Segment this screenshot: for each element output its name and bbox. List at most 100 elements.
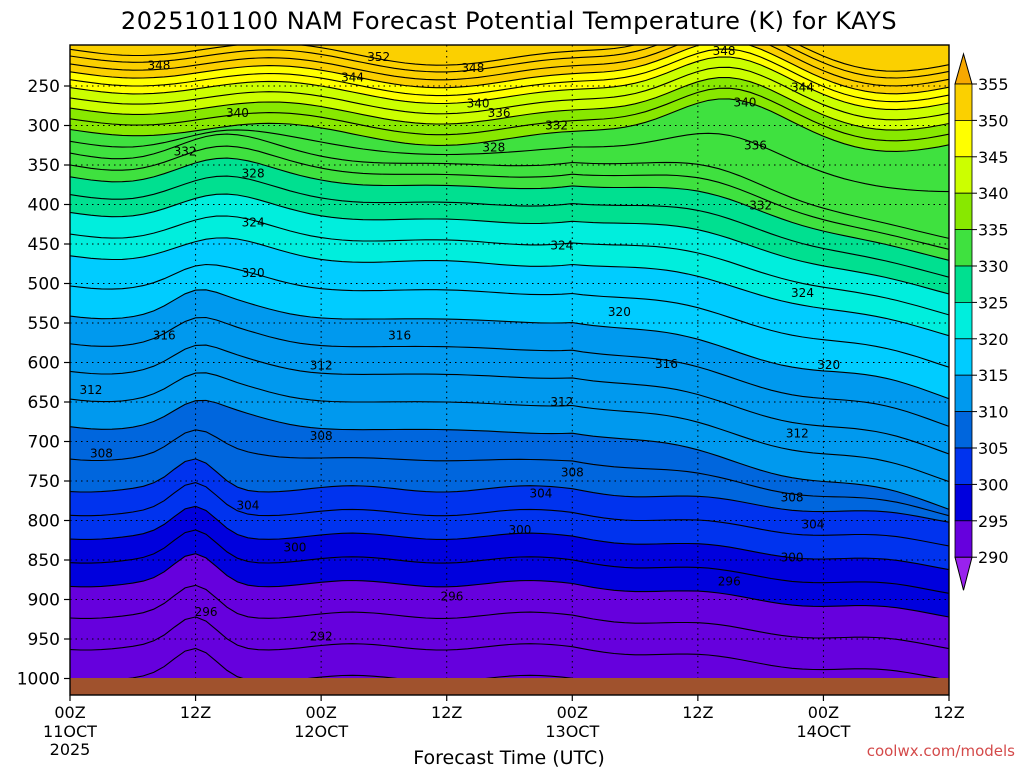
- x-tick-date: 14OCT: [796, 722, 850, 741]
- contour-label: 304: [529, 487, 552, 501]
- contour-label: 324: [791, 286, 814, 300]
- grid-lines: [70, 45, 949, 678]
- isentrope-292: [70, 616, 940, 678]
- x-tick-date: 13OCT: [545, 722, 599, 741]
- colorbar-segment: [954, 374, 973, 413]
- colorbar: 355 350 345 340 335 330 325 320 315 310 305 300 295 2…: [954, 52, 1009, 591]
- contour-label: 312: [550, 395, 573, 409]
- isentrope-298: [70, 529, 949, 594]
- contour-label: 332: [174, 145, 197, 159]
- x-tick-label: 12Z: [180, 703, 211, 722]
- y-tick-label: 350: [28, 156, 60, 176]
- colorbar-label: 320: [978, 330, 1009, 349]
- isentrope-344: [70, 56, 949, 111]
- y-tick-label: 700: [28, 433, 60, 453]
- x-tick-label: 00Z: [54, 703, 85, 722]
- band-292-296: [70, 553, 949, 678]
- isentrope-354: [70, 45, 949, 72]
- isentrope-296: [70, 553, 949, 618]
- isentrope-300: [70, 505, 949, 571]
- contour-label: 304: [236, 498, 259, 512]
- colorbar-label: 295: [978, 512, 1009, 531]
- contour-label: 348: [147, 58, 170, 72]
- colorbar-segment: [954, 338, 973, 376]
- colorbar-label: 335: [978, 221, 1009, 240]
- chart-title: 2025101100 NAM Forecast Potential Temper…: [121, 7, 897, 35]
- isentrope-306: [70, 429, 949, 517]
- contour-label: 300: [781, 551, 804, 565]
- x-tick-date: 12OCT: [294, 722, 348, 741]
- isentrope-314: [70, 316, 949, 427]
- isentrope-310: [70, 372, 949, 483]
- contour-label: 308: [310, 429, 333, 443]
- plot-frame: [69, 44, 950, 696]
- colorbar-label: 340: [978, 184, 1009, 203]
- y-tick-label: 600: [28, 354, 60, 374]
- contour-label: 312: [786, 427, 809, 441]
- y-tick-label: 450: [28, 235, 60, 255]
- y-tick-label: 500: [28, 275, 60, 295]
- y-tick-label: 1000: [17, 670, 60, 690]
- isentrope-290: [127, 647, 574, 678]
- contour-label: 332: [545, 119, 568, 133]
- contour-label: 352: [367, 50, 390, 64]
- contour-label: 316: [655, 357, 678, 371]
- colorbar-label: 300: [978, 475, 1009, 494]
- contour-label: 324: [550, 239, 573, 253]
- contour-label: 296: [718, 574, 741, 588]
- colorbar-label: 290: [978, 548, 1009, 567]
- isentrope-332: [70, 133, 949, 239]
- contour-label: 328: [242, 167, 265, 181]
- contour-label: 300: [284, 540, 307, 554]
- isentrope-318: [70, 263, 949, 368]
- y-tick-label: 900: [28, 591, 60, 611]
- isentrope-346: [70, 48, 949, 103]
- x-tick-date: 11OCT: [43, 722, 97, 741]
- contour-label: 316: [388, 329, 411, 343]
- y-tick-label: 400: [28, 196, 60, 216]
- contour-label: 336: [744, 138, 767, 152]
- contour-label: 340: [226, 106, 249, 120]
- colorbar-segment: [954, 411, 973, 449]
- colorbar-label: 315: [978, 366, 1009, 385]
- contour-label: 296: [440, 589, 463, 603]
- isentrope-312: [70, 344, 949, 455]
- y-axis: 250 300 350 400 450 500 550 600 650 700 750 800 850 9…: [17, 77, 70, 690]
- isentrope-336: [70, 98, 949, 152]
- isentrope-348: [70, 45, 949, 95]
- y-tick-label: 950: [28, 630, 60, 650]
- band-288-292: [70, 616, 937, 678]
- x-tick-label: 12Z: [682, 703, 713, 722]
- contour-label: 308: [90, 446, 113, 460]
- colorbar-top-arrow: [954, 52, 973, 85]
- x-tick-label: 00Z: [808, 703, 839, 722]
- y-tick-label: 300: [28, 117, 60, 137]
- contour-label: 312: [310, 359, 333, 373]
- colorbar-label: 345: [978, 148, 1009, 167]
- contour-label: 336: [488, 106, 511, 120]
- contour-label: 328: [482, 141, 505, 155]
- contour-label: 292: [310, 630, 333, 644]
- colorbar-label: 355: [978, 75, 1009, 94]
- contour-label: 296: [195, 605, 218, 619]
- isentrope-330: [70, 145, 949, 250]
- isentrope-352: [70, 45, 949, 79]
- colorbar-segment: [954, 265, 973, 303]
- colorbar-segment: [954, 301, 973, 340]
- colorbar-segment: [954, 483, 973, 522]
- colorbar-label: 350: [978, 111, 1009, 130]
- contour-label: 344: [791, 81, 814, 95]
- x-axis-label: Forecast Time (UTC): [413, 747, 604, 768]
- isentrope-304: [70, 458, 949, 523]
- isentrope-334: [70, 129, 949, 193]
- colorbar-segment: [954, 156, 973, 194]
- contour-label: 320: [817, 358, 840, 372]
- y-tick-label: 850: [28, 551, 60, 571]
- y-tick-label: 750: [28, 472, 60, 492]
- y-tick-label: 650: [28, 393, 60, 413]
- colorbar-bottom-arrow: [954, 556, 973, 591]
- isentrope-294: [70, 584, 949, 650]
